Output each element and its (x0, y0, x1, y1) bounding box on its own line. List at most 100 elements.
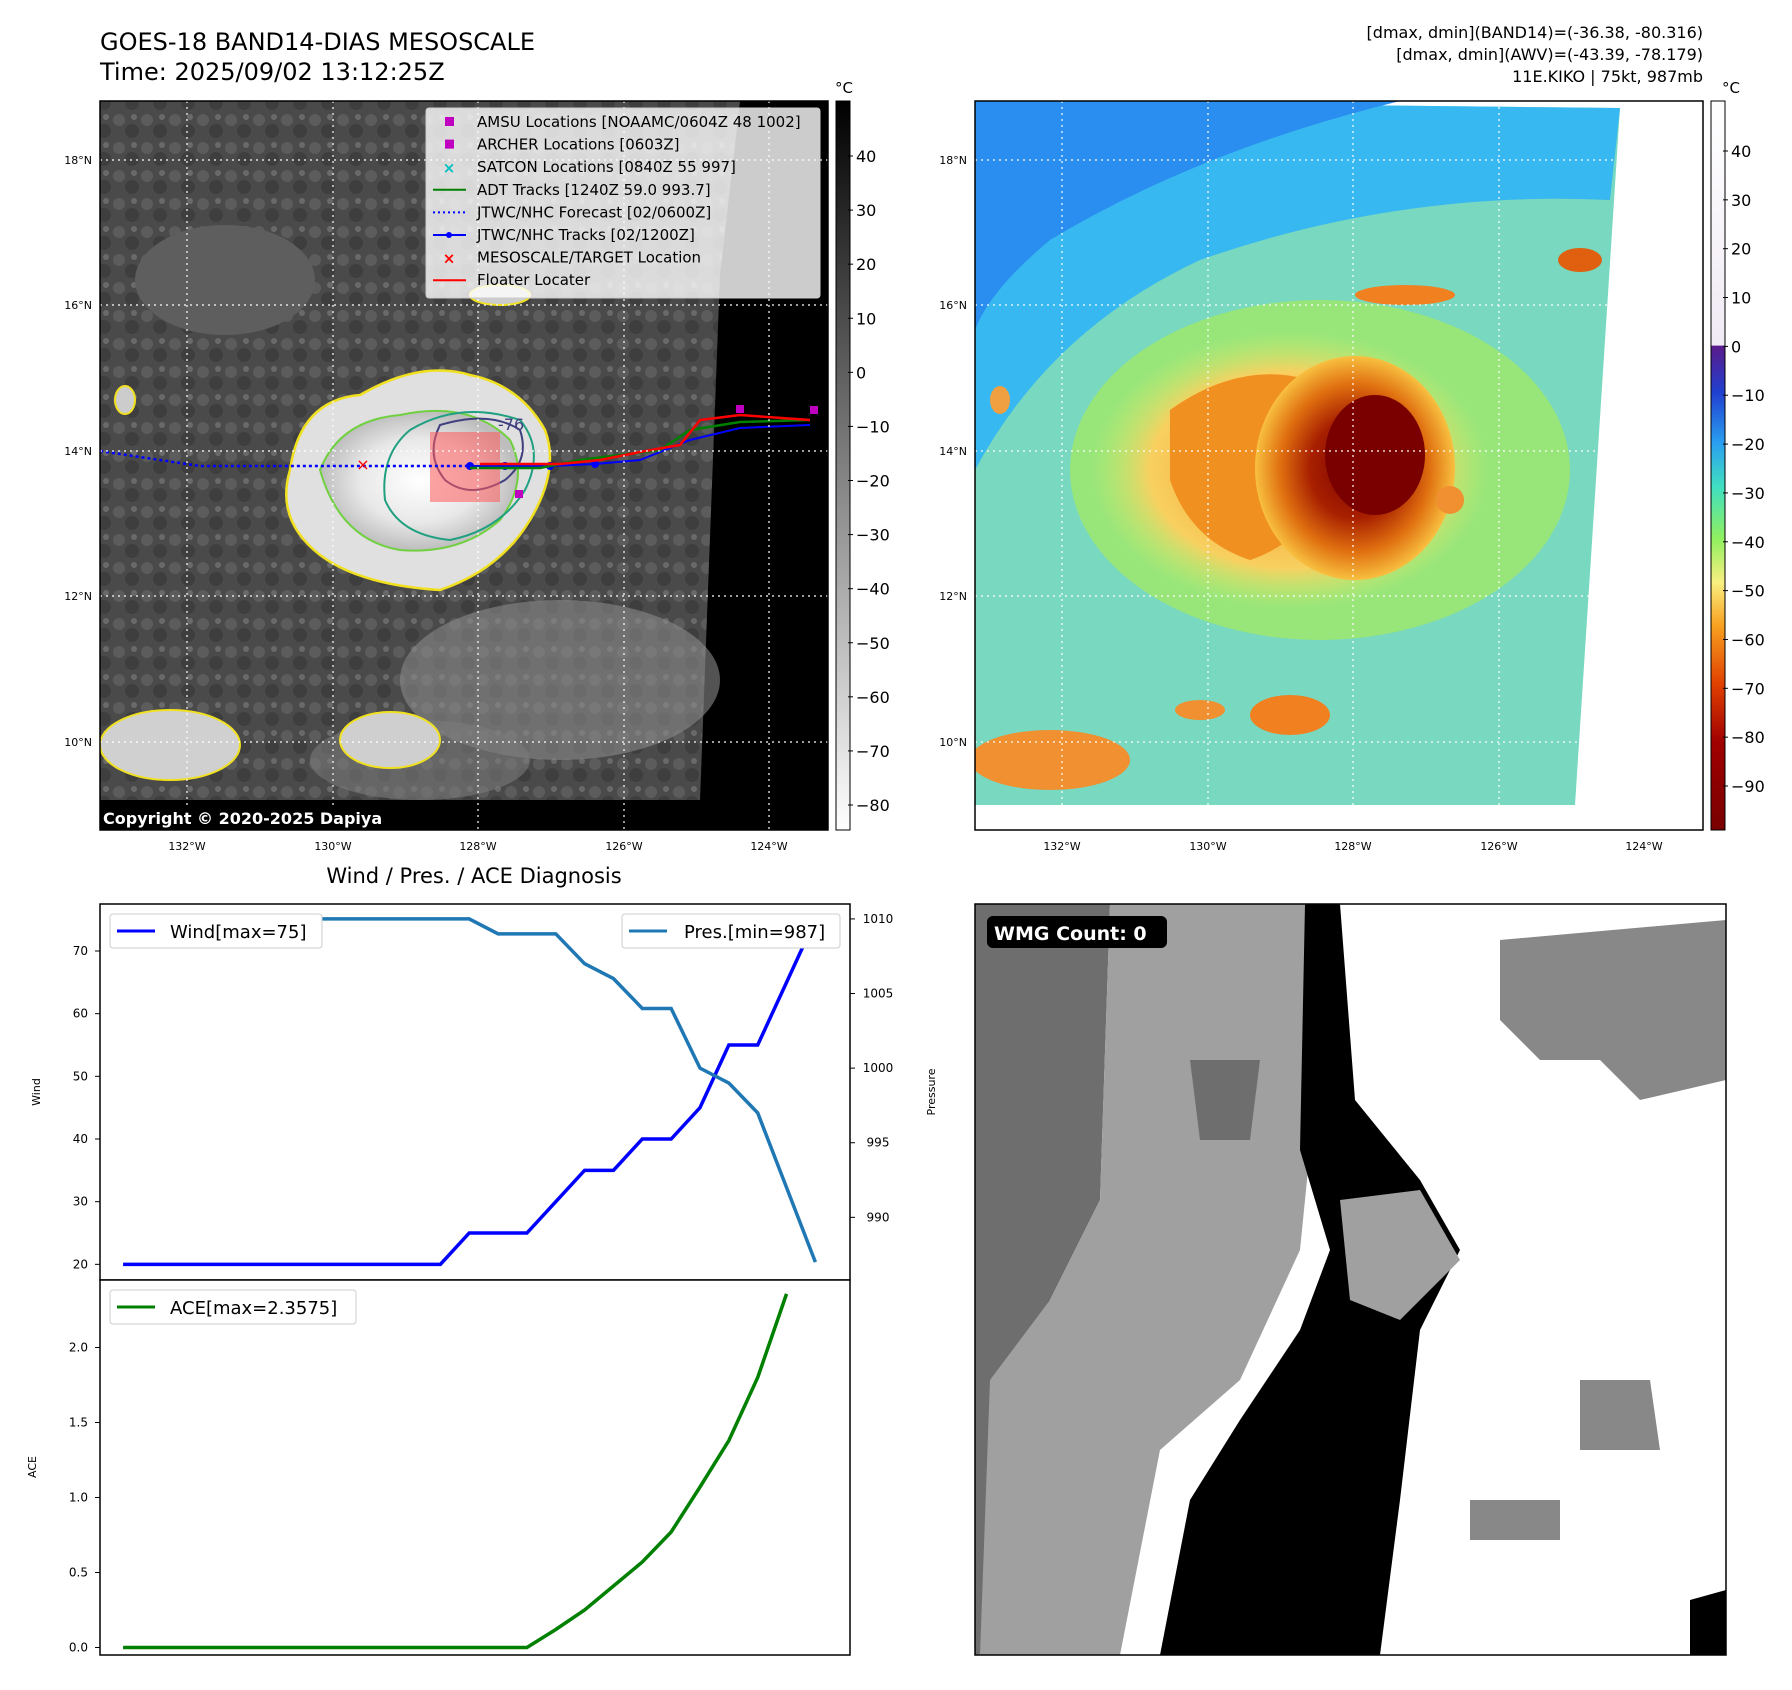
pressure-legend-label: Pres.[min=987] (684, 922, 825, 943)
colorbar-tick-label: −40 (1731, 533, 1765, 552)
pressure-ytick-label: 995 (867, 1136, 890, 1150)
archer-marker (736, 405, 744, 413)
awv-frame (974, 100, 1704, 831)
wmg-gray-cluster (1470, 1500, 1560, 1540)
legend-marker-square (445, 117, 454, 126)
wind-ytick-label: 20 (73, 1257, 88, 1271)
ir-lat-labels: 18°N 16°N 14°N 12°N 10°N (64, 154, 92, 749)
colorbar-tick-label: −20 (856, 472, 890, 491)
wind-ytick-label: 60 (73, 1007, 88, 1021)
legend-label: ARCHER Locations [0603Z] (477, 136, 680, 154)
ir-colorbar-unit: °C (835, 79, 853, 97)
lat-label: 18°N (939, 154, 967, 167)
legend-item: Floater Locater (433, 271, 591, 289)
info-awv: [dmax, dmin](AWV)=(-43.39, -78.179) (1396, 45, 1703, 64)
wmg-frame (974, 903, 1727, 1656)
wind-ytick-label: 50 (73, 1069, 88, 1083)
ace-ytick-label: 1.0 (69, 1491, 88, 1505)
wmg-gray-island (1340, 1190, 1460, 1320)
copyright: Copyright © 2020-2025 Dapiya (103, 809, 382, 828)
legend-marker-square (445, 139, 454, 149)
lat-label: 18°N (64, 154, 92, 167)
info-band14: [dmax, dmin](BAND14)=(-36.38, -80.316) (1367, 23, 1703, 42)
lon-label: 130°W (1189, 840, 1226, 853)
wind-line (123, 918, 817, 1267)
wind-ytick-label: 70 (73, 944, 88, 958)
legend-item: ADT Tracks [1240Z 59.0 993.7] (433, 181, 711, 199)
ace-axes (99, 1279, 851, 1656)
lat-label: 14°N (939, 445, 967, 458)
lon-label: 124°W (1625, 840, 1662, 853)
pressure-legend: Pres.[min=987] (621, 913, 841, 949)
colorbar-tick-label: 40 (856, 147, 876, 166)
wmg-badge: WMG Count: 0 (994, 923, 1147, 945)
colorbar-tick-label: −10 (1731, 386, 1765, 405)
dry-region-core (975, 101, 1400, 330)
legend-label: JTWC/NHC Forecast [02/0600Z] (476, 203, 711, 221)
diagnosis-title: Wind / Pres. / ACE Diagnosis (326, 864, 621, 888)
awv-cell (1175, 700, 1225, 720)
colorbar-tick-label: 0 (856, 363, 866, 382)
wmg-black-zone (1160, 904, 1460, 1655)
colorbar-tick-label: −40 (856, 580, 890, 599)
legend-marker-dot (446, 232, 452, 238)
lat-label: 10°N (64, 736, 92, 749)
ir-colorbar-ticks: 40 30 20 10 0 −10 −20 −30 −40 −50 −60 −70 −80 (848, 147, 890, 815)
mesoscale-marker: × (356, 455, 369, 474)
awv-cell (975, 730, 1130, 790)
ace-legend: ACE[max=2.3575] (109, 1289, 357, 1325)
legend-items: AMSU Locations [NOAAMC/0604Z 48 1002] ARC… (433, 113, 801, 289)
legend-item: JTWC/NHC Forecast [02/0600Z] (433, 203, 711, 221)
storm-contour-inner (383, 411, 535, 542)
awv-cell (1355, 285, 1455, 305)
floater-track (480, 413, 811, 466)
pressure-ytick-label: 1000 (863, 1061, 894, 1075)
legend-item: × MESOSCALE/TARGET Location (443, 249, 701, 268)
wind-legend-label: Wind[max=75] (170, 922, 307, 943)
ir-frame (99, 100, 829, 831)
awv-image (975, 101, 1703, 830)
ace-ytick-label: 0.0 (69, 1641, 88, 1655)
awv-cell (990, 386, 1010, 414)
wmg-panel: WMG Count: 0 (974, 903, 1727, 1656)
legend-item: AMSU Locations [NOAAMC/0604Z 48 1002] (445, 113, 801, 131)
colorbar-tick-label: 40 (1731, 142, 1751, 161)
convection-cell (339, 711, 441, 769)
colorbar-tick-label: −20 (1731, 435, 1765, 454)
wmg-gray-cluster (1500, 920, 1726, 1100)
figure-time: Time: 2025/09/02 13:12:25Z (99, 58, 445, 86)
pressure-ytick-label: 1010 (863, 912, 894, 926)
colorbar-tick-label: −70 (856, 742, 890, 761)
lon-label: 132°W (168, 840, 205, 853)
colorbar-tick-label: 10 (1731, 289, 1751, 308)
amsu-marker (810, 406, 818, 414)
wind-ylabel: Wind (30, 1078, 43, 1106)
contour-label: -76 (498, 415, 524, 434)
legend-label: JTWC/NHC Tracks [02/1200Z] (476, 226, 695, 244)
colorbar-tick-label: 20 (1731, 240, 1751, 259)
colorbar-tick-label: −50 (1731, 582, 1765, 601)
awv-lon-labels: 132°W 130°W 128°W 126°W 124°W (1043, 840, 1662, 853)
colorbar-tick-label: 30 (856, 201, 876, 220)
ace-ytick-label: 2.0 (69, 1341, 88, 1355)
pressure-ytick-label: 1005 (863, 987, 894, 1001)
awv-panel: 18°N 16°N 14°N 12°N 10°N 132°W 130°W 128… (939, 79, 1765, 853)
wmg-badge-bg (987, 916, 1167, 948)
ir-colorbar (835, 100, 851, 831)
awv-colorbar (1710, 100, 1726, 831)
colorbar-tick-label: 30 (1731, 191, 1751, 210)
awv-gridlines (975, 101, 1703, 830)
lon-label: 132°W (1043, 840, 1080, 853)
lat-label: 16°N (939, 299, 967, 312)
lon-label: 126°W (605, 840, 642, 853)
ace-ylabel: ACE (26, 1456, 39, 1478)
pressure-ylabel: Pressure (925, 1068, 938, 1115)
colorbar-tick-label: −70 (1731, 679, 1765, 698)
colorbar-tick-label: −80 (1731, 728, 1765, 747)
legend-box (425, 107, 821, 299)
lat-label: 16°N (64, 299, 92, 312)
lon-label: 128°W (459, 840, 496, 853)
wmg-black-corner (1690, 1590, 1726, 1655)
pressure-ytick-label: 990 (867, 1210, 890, 1224)
